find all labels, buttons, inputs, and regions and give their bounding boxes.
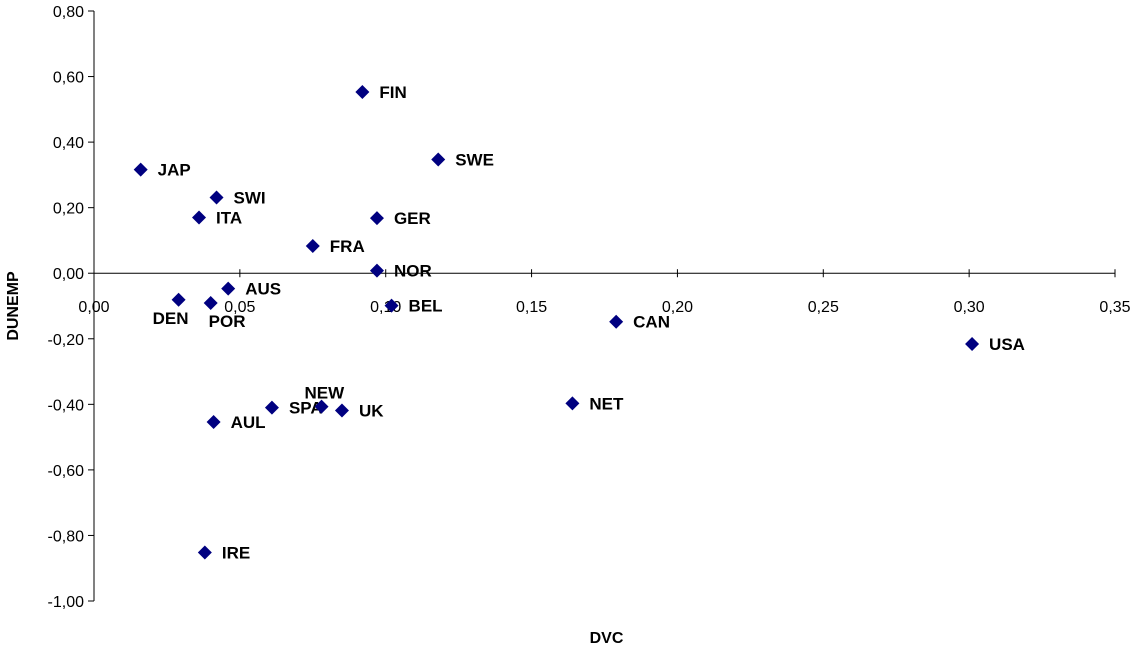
y-tick-label: -1,00 (48, 594, 85, 611)
data-point-marker (609, 314, 624, 329)
data-point-marker (965, 337, 980, 352)
data-point-marker (565, 396, 580, 411)
data-point-label: IRE (222, 543, 250, 562)
data-point-marker (171, 292, 186, 307)
x-tick-label: 0,10 (370, 299, 401, 316)
y-axis-title: DUNEMP (5, 271, 22, 341)
y-tick-label: -0,80 (48, 528, 85, 545)
data-point-label: NOR (394, 262, 432, 281)
data-point-marker (369, 211, 384, 226)
data-point-label: ITA (216, 209, 242, 228)
y-tick-label: -0,20 (48, 332, 85, 349)
x-tick-label: 0,00 (78, 299, 109, 316)
data-point-marker (206, 415, 221, 430)
data-point-marker (369, 263, 384, 278)
data-point-marker (264, 400, 279, 415)
y-tick-label: 0,60 (53, 70, 84, 87)
data-point-label: AUL (231, 413, 266, 432)
x-tick-label: 0,30 (954, 299, 985, 316)
data-point-label: FRA (330, 237, 365, 256)
data-point-marker (384, 298, 399, 313)
data-point-label: USA (989, 335, 1025, 354)
data-point-marker (314, 399, 329, 414)
data-point-label: NET (589, 394, 624, 413)
y-tick-label: 0,80 (53, 4, 84, 21)
y-axis-ticks: -1,00 -0,80 -0,60 -0,40 -0,20 0,00 0,20 0,40 0,6… (48, 4, 94, 611)
data-point-marker (209, 190, 224, 205)
data-point-marker (133, 162, 148, 177)
data-point-marker (197, 545, 212, 560)
data-point-label: NEW (305, 384, 346, 403)
data-point-label: SWI (234, 189, 266, 208)
data-point-marker (221, 281, 236, 296)
x-tick-label: 0,20 (662, 299, 693, 316)
y-tick-label: 0,20 (53, 201, 84, 218)
data-point-label: SPA (289, 399, 323, 418)
data-point-marker (355, 84, 370, 99)
data-point-label: CAN (633, 313, 670, 332)
x-axis-ticks: 0,00 0,05 0,10 0,15 0,20 0,25 0,30 0,35 (78, 269, 1131, 316)
x-tick-label: 0,25 (808, 299, 839, 316)
x-tick-label: 0,35 (1099, 299, 1130, 316)
y-tick-label: -0,40 (48, 397, 85, 414)
y-tick-label: 0,00 (53, 266, 84, 283)
data-point-label: SWE (455, 150, 494, 169)
y-tick-label: 0,40 (53, 135, 84, 152)
data-point-label: GER (394, 209, 431, 228)
data-point-marker (334, 403, 349, 418)
data-point-marker (203, 296, 218, 311)
data-point-label: BEL (409, 297, 443, 316)
x-axis-title: DVC (590, 630, 624, 647)
data-point-label: FIN (379, 83, 406, 102)
data-point-label: AUS (245, 280, 281, 299)
data-point-marker (305, 239, 320, 254)
data-point-label: POR (209, 312, 246, 331)
y-tick-label: -0,60 (48, 463, 85, 480)
data-point-label: JAP (158, 161, 191, 180)
data-point-marker (431, 152, 446, 167)
x-tick-label: 0,05 (224, 299, 255, 316)
data-point-label: DEN (153, 309, 189, 328)
x-tick-label: 0,15 (516, 299, 547, 316)
data-point-marker (192, 210, 207, 225)
data-point-label: UK (359, 402, 384, 421)
